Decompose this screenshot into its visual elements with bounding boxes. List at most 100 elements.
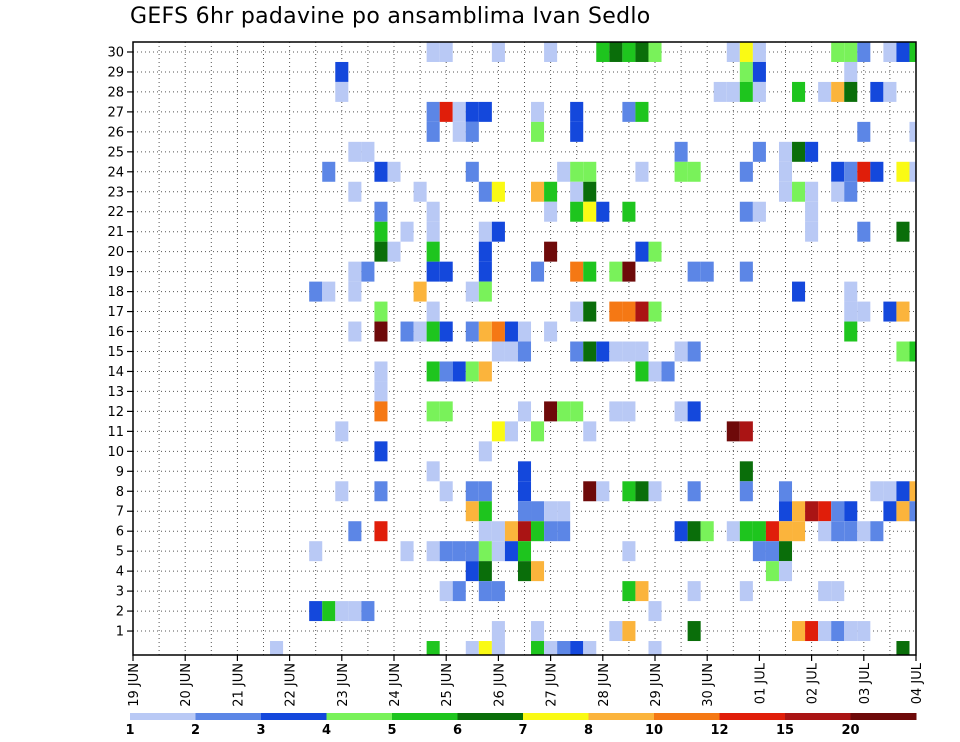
y-tick-label: 26 — [107, 125, 124, 140]
heatmap-cell — [570, 161, 584, 182]
colorbar-label: 4 — [322, 723, 331, 738]
y-tick-label: 9 — [116, 465, 124, 480]
heatmap-cell — [309, 541, 323, 562]
y-tick-label: 29 — [107, 65, 124, 80]
heatmap-cell — [622, 581, 636, 602]
heatmap-cell — [570, 181, 584, 202]
heatmap-cell — [752, 541, 766, 562]
heatmap-cell — [778, 561, 793, 582]
heatmap-cell — [896, 501, 910, 522]
heatmap-cell — [844, 621, 858, 642]
heatmap-cells — [270, 42, 916, 655]
heatmap-cell — [870, 161, 884, 182]
heatmap-cell — [818, 581, 832, 602]
heatmap-cell — [439, 481, 453, 502]
heatmap-cell — [504, 341, 518, 362]
heatmap-cell — [544, 42, 558, 62]
heatmap-cell — [478, 181, 492, 202]
heatmap-cell — [687, 401, 701, 422]
heatmap-cell — [413, 281, 427, 302]
heatmap-cell — [661, 361, 675, 382]
heatmap-cell — [805, 621, 819, 642]
heatmap-cell — [531, 121, 545, 142]
heatmap-cell — [609, 621, 623, 642]
heatmap-cell — [765, 521, 779, 542]
heatmap-cell — [792, 181, 806, 202]
heatmap-cell — [348, 521, 362, 542]
x-tick-label: 22 JUN — [284, 663, 299, 707]
heatmap-cell — [544, 641, 558, 655]
heatmap-cell — [570, 101, 584, 122]
heatmap-cell — [844, 521, 858, 542]
heatmap-cell — [844, 301, 858, 322]
heatmap-cell — [909, 501, 916, 522]
heatmap-cell — [635, 101, 649, 122]
heatmap-cell — [426, 461, 440, 482]
y-tick-label: 21 — [107, 225, 124, 240]
heatmap-cell — [465, 641, 479, 655]
heatmap-cell — [726, 521, 740, 542]
heatmap-cell — [583, 341, 597, 362]
heatmap-cell — [465, 121, 479, 142]
heatmap-cell — [557, 161, 571, 182]
y-tick-label: 18 — [107, 285, 124, 300]
heatmap-cell — [713, 81, 727, 102]
heatmap-cell — [426, 361, 440, 382]
heatmap-cell — [478, 501, 492, 522]
heatmap-cell — [583, 201, 597, 222]
heatmap-cell — [322, 601, 336, 622]
heatmap-cell — [491, 581, 505, 602]
heatmap-cell — [700, 261, 714, 282]
heatmap-cell — [687, 161, 701, 182]
heatmap-cell — [465, 501, 479, 522]
heatmap-cell — [491, 541, 505, 562]
heatmap-cell — [687, 621, 701, 642]
heatmap-cell — [622, 261, 636, 282]
heatmap-cell — [335, 601, 349, 622]
colorbar-swatch — [654, 713, 720, 720]
heatmap-cell — [609, 401, 623, 422]
heatmap-cell — [465, 101, 479, 122]
heatmap-cell — [648, 301, 662, 322]
heatmap-cell — [544, 201, 558, 222]
heatmap-cell — [844, 42, 858, 62]
chart-title: GEFS 6hr padavine po ansamblima Ivan Sed… — [130, 4, 651, 29]
y-tick-label: 27 — [107, 105, 124, 120]
heatmap-cell — [752, 81, 766, 102]
y-tick-label: 13 — [107, 385, 124, 400]
heatmap-cell — [491, 421, 505, 442]
heatmap-cell — [635, 341, 649, 362]
heatmap-cell — [648, 601, 662, 622]
heatmap-cell — [478, 481, 492, 502]
y-tick-label: 2 — [116, 605, 124, 620]
heatmap-cell — [478, 321, 492, 342]
heatmap-cell — [374, 321, 388, 342]
heatmap-cell — [361, 601, 375, 622]
heatmap-cell — [335, 81, 349, 102]
heatmap-cell — [583, 481, 597, 502]
heatmap-cell — [778, 481, 793, 502]
heatmap-cell — [531, 621, 545, 642]
heatmap-cell — [870, 521, 884, 542]
y-tick-label: 11 — [107, 425, 124, 440]
heatmap-cell — [896, 481, 910, 502]
heatmap-cell — [844, 161, 858, 182]
heatmap-cell — [831, 501, 845, 522]
colorbar-swatch — [523, 713, 589, 720]
heatmap-cell — [400, 221, 414, 242]
heatmap-cell — [844, 321, 858, 342]
heatmap-cell — [570, 261, 584, 282]
heatmap-cell — [674, 141, 688, 162]
x-tick-label: 29 JUN — [649, 663, 664, 707]
heatmap-cell — [622, 341, 636, 362]
heatmap-cell — [857, 521, 871, 542]
heatmap-cell — [426, 241, 440, 262]
heatmap-cell — [622, 481, 636, 502]
colorbar-label: 8 — [584, 723, 593, 738]
x-tick-label: 04 JUL — [910, 662, 925, 704]
colorbar-label: 12 — [710, 723, 728, 738]
heatmap-cell — [439, 261, 453, 282]
heatmap-cell — [517, 401, 532, 422]
heatmap-cell — [674, 161, 688, 182]
heatmap-cell — [478, 641, 492, 655]
